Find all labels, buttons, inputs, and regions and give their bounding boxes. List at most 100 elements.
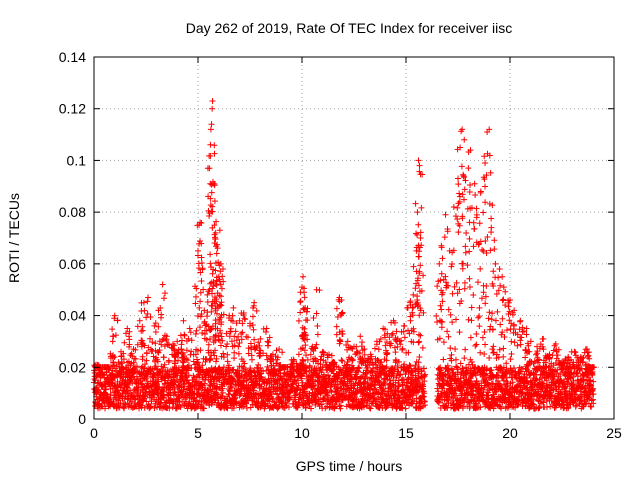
data-point bbox=[410, 325, 417, 332]
data-point bbox=[388, 331, 395, 338]
data-point bbox=[417, 332, 424, 339]
data-point bbox=[497, 282, 504, 289]
data-point bbox=[409, 309, 416, 316]
data-point bbox=[459, 213, 466, 220]
data-point bbox=[506, 308, 513, 315]
data-point bbox=[456, 286, 463, 293]
data-point bbox=[482, 160, 489, 167]
data-point bbox=[110, 362, 117, 369]
data-point bbox=[416, 288, 423, 295]
data-point bbox=[227, 328, 234, 335]
data-point bbox=[470, 291, 477, 298]
data-point bbox=[473, 205, 480, 212]
data-point bbox=[383, 357, 390, 364]
data-point bbox=[151, 322, 158, 329]
data-point bbox=[466, 283, 473, 290]
data-point bbox=[143, 350, 150, 357]
data-point bbox=[124, 359, 131, 366]
data-point bbox=[461, 136, 468, 143]
x-tick-label: 0 bbox=[90, 425, 98, 441]
data-point bbox=[184, 363, 191, 370]
data-point bbox=[190, 358, 197, 365]
data-point bbox=[349, 345, 356, 352]
data-point bbox=[383, 351, 390, 358]
data-point bbox=[455, 229, 462, 236]
data-point bbox=[143, 357, 150, 364]
data-point bbox=[464, 262, 471, 269]
data-point bbox=[384, 376, 391, 383]
data-point bbox=[499, 329, 506, 336]
data-point bbox=[590, 400, 597, 407]
data-point bbox=[279, 375, 286, 382]
data-point bbox=[205, 341, 212, 348]
data-point bbox=[456, 190, 463, 197]
data-point bbox=[360, 359, 367, 366]
data-point bbox=[587, 403, 594, 410]
data-point bbox=[486, 200, 493, 207]
data-point bbox=[450, 247, 457, 254]
data-point bbox=[420, 309, 427, 316]
data-point bbox=[572, 352, 579, 359]
data-point bbox=[155, 378, 162, 385]
data-point bbox=[211, 352, 218, 359]
data-point bbox=[213, 384, 220, 391]
data-point bbox=[585, 352, 592, 359]
data-point bbox=[500, 353, 507, 360]
data-point bbox=[270, 362, 277, 369]
data-point bbox=[502, 302, 509, 309]
data-point bbox=[217, 293, 224, 300]
y-tick-label: 0.1 bbox=[67, 152, 87, 168]
data-point bbox=[227, 328, 234, 335]
data-point bbox=[546, 363, 553, 370]
data-point bbox=[416, 268, 423, 275]
data-point bbox=[249, 322, 256, 329]
y-tick-label: 0 bbox=[78, 411, 86, 427]
y-tick-label: 0.08 bbox=[59, 204, 86, 220]
data-point bbox=[562, 372, 569, 379]
data-point bbox=[111, 315, 118, 322]
data-point bbox=[319, 363, 326, 370]
data-point bbox=[293, 390, 300, 397]
data-point bbox=[367, 405, 374, 412]
data-point bbox=[207, 141, 214, 148]
data-point bbox=[506, 370, 513, 377]
data-point bbox=[292, 398, 299, 405]
data-point bbox=[494, 308, 501, 315]
data-point bbox=[224, 340, 231, 347]
data-point bbox=[455, 175, 461, 182]
data-points bbox=[91, 97, 598, 412]
data-point bbox=[187, 329, 194, 336]
data-point bbox=[477, 265, 484, 272]
data-point bbox=[407, 363, 414, 370]
data-point bbox=[194, 359, 201, 366]
data-point bbox=[453, 279, 460, 286]
data-point bbox=[482, 237, 489, 244]
data-point bbox=[529, 386, 536, 393]
data-point bbox=[461, 186, 468, 193]
data-point bbox=[471, 180, 478, 187]
data-point bbox=[258, 374, 265, 381]
data-point bbox=[438, 324, 445, 331]
data-point bbox=[114, 317, 121, 324]
data-point bbox=[406, 330, 413, 337]
data-point bbox=[487, 247, 494, 254]
data-point bbox=[473, 331, 480, 338]
data-point bbox=[192, 300, 199, 307]
data-point bbox=[175, 357, 182, 364]
data-point bbox=[205, 207, 212, 214]
data-point bbox=[484, 233, 491, 240]
data-point bbox=[197, 324, 204, 331]
data-point bbox=[412, 362, 419, 369]
data-point bbox=[359, 339, 366, 346]
data-point bbox=[306, 362, 313, 369]
data-point bbox=[375, 346, 382, 353]
data-point bbox=[442, 279, 449, 286]
data-point bbox=[528, 397, 535, 404]
data-point bbox=[473, 400, 480, 407]
data-point bbox=[113, 362, 120, 369]
data-point bbox=[368, 353, 375, 360]
data-point bbox=[417, 229, 424, 236]
data-point bbox=[451, 283, 458, 290]
data-point bbox=[554, 352, 561, 359]
data-point bbox=[125, 373, 132, 380]
